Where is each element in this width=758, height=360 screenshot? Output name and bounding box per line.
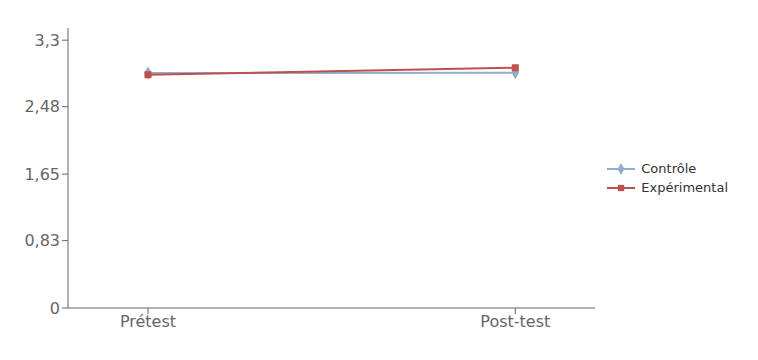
svg-text:Post-test: Post-test: [480, 312, 550, 331]
svg-text:2,48: 2,48: [24, 97, 60, 116]
svg-text:1,65: 1,65: [24, 165, 60, 184]
svg-text:3,3: 3,3: [35, 31, 60, 50]
svg-text:0: 0: [50, 299, 60, 318]
svg-text:Prétest: Prétest: [120, 312, 176, 331]
svg-text:0,83: 0,83: [24, 231, 60, 250]
html-text:Expérimental: Expérimental: [641, 180, 728, 195]
html-text:Contrôle: Contrôle: [641, 161, 697, 176]
